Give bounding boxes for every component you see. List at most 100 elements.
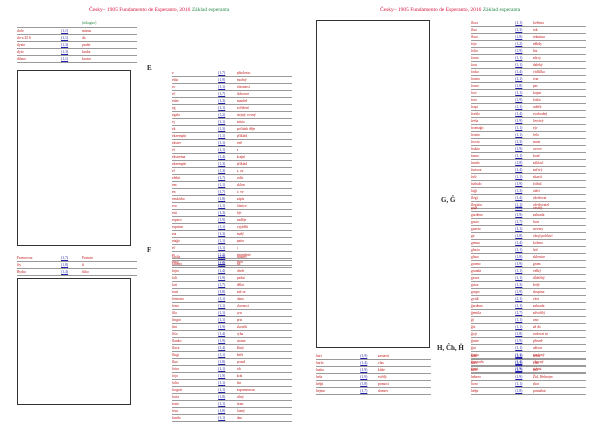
entry-reference[interactable]: (1,1)	[218, 225, 226, 229]
entry-reference[interactable]: (1,9)	[360, 368, 368, 372]
entry-reference[interactable]: (1,8)	[515, 332, 523, 336]
entry-reference[interactable]: (1,4)	[515, 196, 523, 200]
entry-reference[interactable]: (1,9)	[515, 290, 523, 294]
entry-reference[interactable]: (1,4)	[218, 155, 226, 159]
entry-reference[interactable]: (1,9)	[515, 98, 523, 102]
entry-reference[interactable]: (1,1)	[218, 246, 226, 250]
entry-reference[interactable]: (1,8)	[515, 255, 523, 259]
entry-reference[interactable]: (1,3)	[61, 50, 69, 54]
entry-reference[interactable]: (1,1)	[515, 77, 523, 81]
entry-reference[interactable]: (1,7)	[515, 311, 523, 315]
entry-reference[interactable]: (1,8)	[515, 35, 523, 39]
entry-reference[interactable]: (1,3)	[515, 189, 523, 193]
entry-reference[interactable]: (1,4)	[360, 361, 368, 365]
entry-reference[interactable]: (1,3)	[515, 354, 523, 358]
entry-reference[interactable]: (1,9)	[515, 119, 523, 123]
entry-reference[interactable]: (1,8)	[218, 290, 226, 294]
entry-reference[interactable]: (1,1)	[515, 63, 523, 67]
entry-reference[interactable]: (1,7)	[515, 368, 523, 372]
entry-reference[interactable]: (1,9)	[360, 354, 368, 358]
entry-reference[interactable]: (1,1)	[515, 203, 523, 207]
entry-reference[interactable]: (1,7)	[218, 190, 226, 194]
entry-reference[interactable]: (1,4)	[218, 269, 226, 273]
entry-reference[interactable]: (1,1)	[218, 388, 226, 392]
entry-reference[interactable]: (1,8)	[218, 395, 226, 399]
entry-reference[interactable]: (1,8)	[515, 389, 523, 393]
entry-reference[interactable]: (1,1)	[218, 318, 226, 322]
entry-reference[interactable]: (1,1)	[218, 134, 226, 138]
entry-reference[interactable]: (1,1)	[218, 120, 226, 124]
entry-reference[interactable]: (1,9)	[515, 49, 523, 53]
entry-reference[interactable]: (1,8)	[515, 161, 523, 165]
entry-reference[interactable]: (1,9)	[218, 218, 226, 222]
entry-reference[interactable]: (1,1)	[218, 311, 226, 315]
entry-reference[interactable]: (1,9)	[218, 262, 226, 266]
entry-reference[interactable]: (1,1)	[61, 29, 69, 33]
entry-reference[interactable]: (1,8)	[515, 206, 523, 210]
entry-reference[interactable]: (1,1)	[515, 56, 523, 60]
entry-reference[interactable]: (1,1)	[515, 248, 523, 252]
entry-reference[interactable]: (1,1)	[515, 154, 523, 158]
entry-reference[interactable]: (1,1)	[515, 227, 523, 231]
entry-reference[interactable]: (1,9)	[218, 260, 226, 264]
entry-reference[interactable]: (1,1)	[218, 85, 226, 89]
entry-reference[interactable]: (1,8)	[218, 360, 226, 364]
entry-reference[interactable]: (1,3)	[218, 211, 226, 215]
entry-reference[interactable]: (1,1)	[218, 183, 226, 187]
entry-reference[interactable]: (1,1)	[515, 21, 523, 25]
entry-reference[interactable]: (1,9)	[218, 374, 226, 378]
entry-reference[interactable]: (1,7)	[218, 92, 226, 96]
entry-reference[interactable]: (1,4)	[515, 241, 523, 245]
entry-reference[interactable]: (1,9)	[515, 375, 523, 379]
entry-reference[interactable]: (1,1)	[515, 325, 523, 329]
entry-reference[interactable]: (1,1)	[218, 353, 226, 357]
entry-reference[interactable]: (1,8)	[218, 197, 226, 201]
entry-reference[interactable]: (1,7)	[218, 176, 226, 180]
entry-reference[interactable]: (1,9)	[515, 147, 523, 151]
entry-reference[interactable]: (1,1)	[515, 304, 523, 308]
entry-reference[interactable]: (1,9)	[515, 339, 523, 343]
entry-reference[interactable]: (1,1)	[515, 276, 523, 280]
entry-reference[interactable]: (1,1)	[515, 318, 523, 322]
entry-reference[interactable]: (1,3)	[61, 43, 69, 47]
entry-reference[interactable]: (1,3)	[218, 99, 226, 103]
entry-reference[interactable]: (1,9)	[218, 276, 226, 280]
entry-reference[interactable]: (1,1)	[218, 416, 226, 420]
entry-reference[interactable]: (1,1)	[515, 91, 523, 95]
entry-reference[interactable]: (1,1)	[515, 382, 523, 386]
entry-reference[interactable]: (1,1)	[515, 269, 523, 273]
entry-reference[interactable]: (1,4)	[61, 270, 69, 274]
entry-reference[interactable]: (1,4)	[218, 346, 226, 350]
entry-reference[interactable]: (1,1)	[515, 353, 523, 357]
entry-reference[interactable]: (1,9)	[218, 339, 226, 343]
entry-reference[interactable]: (1,3)	[218, 253, 226, 257]
entry-reference[interactable]: (1,1)	[218, 297, 226, 301]
entry-reference[interactable]: (1,7)	[61, 256, 69, 260]
entry-reference[interactable]: (1,1)	[515, 297, 523, 301]
entry-reference[interactable]: (1,9)	[218, 78, 226, 82]
entry-reference[interactable]: (1,9)	[360, 375, 368, 379]
entry-reference[interactable]: (1,8)	[515, 234, 523, 238]
entry-reference[interactable]: (1,1)	[515, 133, 523, 137]
entry-reference[interactable]: (1,8)	[515, 84, 523, 88]
entry-reference[interactable]: (1,4)	[515, 168, 523, 172]
entry-reference[interactable]: (1,9)	[515, 367, 523, 371]
entry-reference[interactable]: (1,7)	[218, 283, 226, 287]
entry-reference[interactable]: (1,8)	[360, 382, 368, 386]
entry-reference[interactable]: (1,1)	[218, 381, 226, 385]
entry-reference[interactable]: (1,9)	[515, 182, 523, 186]
entry-reference[interactable]: (1,4)	[515, 70, 523, 74]
entry-reference[interactable]: (1,4)	[515, 360, 523, 364]
entry-reference[interactable]: (1,3)	[218, 127, 226, 131]
entry-reference[interactable]: (1,1)	[218, 239, 226, 243]
entry-reference[interactable]: (1,3)	[515, 140, 523, 144]
entry-reference[interactable]: (1,1)	[218, 204, 226, 208]
entry-reference[interactable]: (1,1)	[61, 36, 69, 40]
entry-reference[interactable]: (1,3)	[218, 162, 226, 166]
entry-reference[interactable]: (1,1)	[218, 141, 226, 145]
entry-reference[interactable]: (1,4)	[515, 112, 523, 116]
entry-reference[interactable]: (1,1)	[218, 106, 226, 110]
entry-reference[interactable]: (1,1)	[218, 367, 226, 371]
entry-reference[interactable]: (1,9)	[218, 325, 226, 329]
entry-reference[interactable]: (1,7)	[218, 71, 226, 75]
